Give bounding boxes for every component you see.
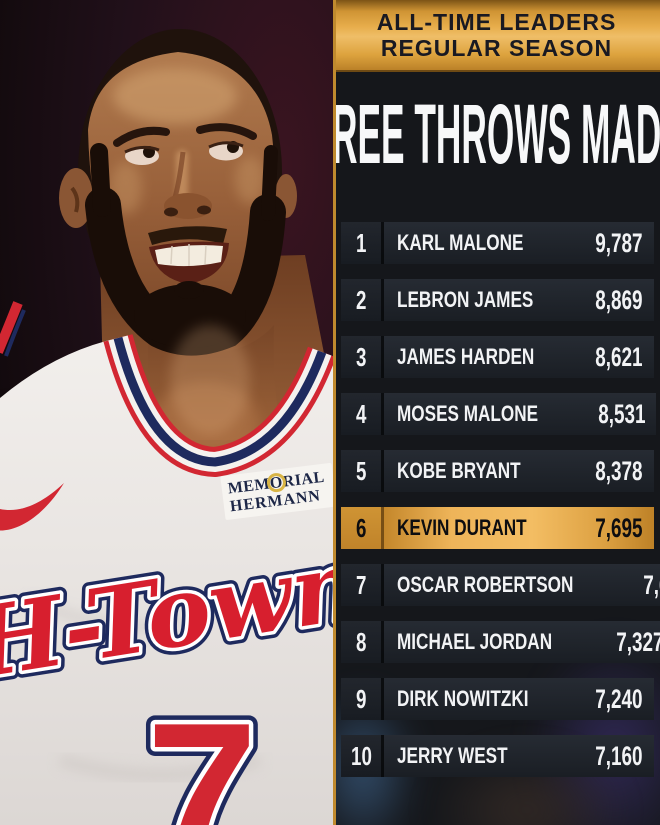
player-name: MOSES MALONE <box>397 401 539 426</box>
row-main: OSCAR ROBERTSON 7,694 <box>381 564 660 606</box>
leaderboard-row: 6 KEVIN DURANT 7,695 <box>341 507 654 549</box>
rank-label: 9 <box>355 683 367 714</box>
row-main: KEVIN DURANT 7,695 <box>381 507 654 549</box>
rank-label: 1 <box>355 227 367 258</box>
sponsor-patch: MEMORIAL HERMANN <box>220 462 333 520</box>
row-main: MICHAEL JORDAN 7,327 <box>381 621 660 663</box>
armhole-trim <box>0 301 23 354</box>
player-name: OSCAR ROBERTSON <box>397 572 574 597</box>
stat-value: 8,869 <box>595 284 643 315</box>
row-main: JAMES HARDEN 8,621 <box>381 336 654 378</box>
rank-label: 3 <box>355 341 367 372</box>
row-main: MOSES MALONE 8,531 <box>381 393 657 435</box>
rank-cell: 4 <box>341 393 381 435</box>
leaderboard-row: 7 OSCAR ROBERTSON 7,694 <box>341 564 660 606</box>
header-line2: REGULAR SEASON <box>380 35 613 61</box>
rank-cell: 3 <box>341 336 381 378</box>
header-line1: ALL-TIME LEADERS <box>376 9 617 35</box>
rank-label: 5 <box>355 455 367 486</box>
player-name: JAMES HARDEN <box>397 344 535 369</box>
stat-value: 8,621 <box>595 341 643 372</box>
header-banner: ALL-TIME LEADERS REGULAR SEASON <box>336 0 660 72</box>
page-title: FREE THROWS MADE <box>333 87 660 181</box>
stat-value: 7,240 <box>595 683 643 714</box>
jersey-number: 7 7 7 <box>137 673 266 825</box>
eye-right <box>208 141 244 161</box>
player-photo-svg: MEMORIAL HERMANN H-Town H-Town H-Town 7 … <box>0 0 333 825</box>
eyebrow-right <box>196 123 257 140</box>
rank-label: 2 <box>355 284 367 315</box>
leaderboard-row: 8 MICHAEL JORDAN 7,327 <box>341 621 660 663</box>
stat-value: 7,695 <box>595 512 643 543</box>
player-name: KEVIN DURANT <box>397 515 527 540</box>
svg-text:7: 7 <box>146 682 257 825</box>
row-main: DIRK NOWITZKI 7,240 <box>381 678 654 720</box>
rank-label: 6 <box>355 512 367 543</box>
row-main: LEBRON JAMES 8,869 <box>381 279 654 321</box>
player-head <box>59 29 297 356</box>
page-title-text: FREE THROWS MADE <box>333 87 660 181</box>
stat-value: 8,378 <box>595 455 643 486</box>
rank-label: 8 <box>355 626 367 657</box>
stat-value: 7,160 <box>595 740 643 771</box>
stat-value: 8,531 <box>598 398 646 429</box>
rank-cell: 10 <box>341 735 381 777</box>
jersey-number-text: 7 <box>146 682 257 825</box>
rank-cell: 7 <box>341 564 381 606</box>
row-main: KOBE BRYANT 8,378 <box>381 450 654 492</box>
player-name: JERRY WEST <box>397 743 508 768</box>
leaderboard-row: 4 MOSES MALONE 8,531 <box>341 393 657 435</box>
player-name: LEBRON JAMES <box>397 287 534 312</box>
leaderboard-panel: ALL-TIME LEADERS REGULAR SEASON FREE THR… <box>333 0 660 825</box>
rank-label: 10 <box>350 740 372 771</box>
player-name: KARL MALONE <box>397 230 524 255</box>
eye-left <box>124 145 160 165</box>
player-name: MICHAEL JORDAN <box>397 629 553 654</box>
leaderboard-row: 3 JAMES HARDEN 8,621 <box>341 336 654 378</box>
mustache <box>148 226 227 245</box>
rank-label: 7 <box>355 569 367 600</box>
rank-cell: 5 <box>341 450 381 492</box>
stat-value: 7,694 <box>643 569 660 600</box>
leaderboard-row: 5 KOBE BRYANT 8,378 <box>341 450 654 492</box>
nose <box>164 151 212 219</box>
patch-gold-ring <box>266 473 286 493</box>
row-main: JERRY WEST 7,160 <box>381 735 654 777</box>
leaderboard-row: 9 DIRK NOWITZKI 7,240 <box>341 678 654 720</box>
player-photo: MEMORIAL HERMANN H-Town H-Town H-Town 7 … <box>0 0 333 825</box>
stat-value: 9,787 <box>595 227 643 258</box>
collar-trim <box>103 334 333 478</box>
player-name: DIRK NOWITZKI <box>397 686 529 711</box>
nike-swoosh-icon <box>0 483 64 531</box>
eyebrow-left <box>113 126 170 147</box>
leaderboard-row: 2 LEBRON JAMES 8,869 <box>341 279 654 321</box>
rank-label: 4 <box>355 398 367 429</box>
leaderboard-row: 1 KARL MALONE 9,787 <box>341 222 654 264</box>
rank-cell: 2 <box>341 279 381 321</box>
player-name: KOBE BRYANT <box>397 458 521 483</box>
rank-cell: 9 <box>341 678 381 720</box>
rank-cell: 8 <box>341 621 381 663</box>
row-main: KARL MALONE 9,787 <box>381 222 654 264</box>
leaderboard-rows: 1 KARL MALONE 9,787 2 LEBRON JAMES 8,869… <box>341 222 660 777</box>
svg-text:7: 7 <box>146 682 257 825</box>
stat-value: 7,327 <box>616 626 660 657</box>
mouth <box>149 241 229 284</box>
rank-cell: 1 <box>341 222 381 264</box>
rank-cell: 6 <box>341 507 381 549</box>
leaderboard-row: 10 JERRY WEST 7,160 <box>341 735 654 777</box>
